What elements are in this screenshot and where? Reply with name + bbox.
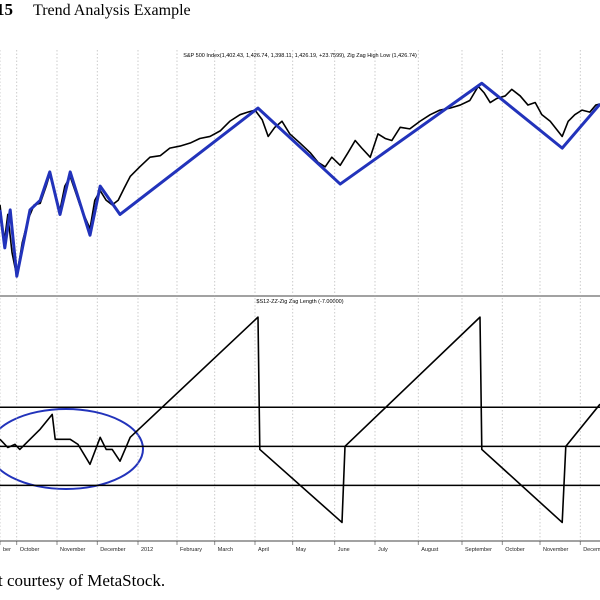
x-tick-label: September (465, 547, 492, 553)
x-tick-label: February (180, 547, 202, 553)
line-series (0, 81, 600, 278)
x-tick-label: 2012 (141, 547, 153, 553)
x-tick-label: October (505, 547, 525, 553)
x-tick-label: October (20, 547, 40, 553)
x-tick-label: May (296, 547, 307, 553)
x-tick-label: April (258, 547, 269, 553)
x-tick-label: December (100, 547, 126, 553)
x-tick-label: August (421, 547, 439, 553)
figure-title: Trend Analysis Example (33, 2, 191, 19)
x-tick-label: November (543, 547, 569, 553)
highlight-ellipse (0, 408, 144, 490)
x-tick-label: ber (3, 547, 11, 553)
figure-number: 15 (0, 0, 13, 19)
x-tick-label: July (378, 547, 388, 553)
x-tick-label: November (60, 547, 86, 553)
x-tick-label: June (338, 547, 350, 553)
caption: t courtesy of MetaStock. (0, 571, 165, 590)
line-series (0, 85, 600, 278)
chart-title: $S12-ZZ-Zig Zag Length (-7.00000) (256, 299, 343, 305)
x-tick-label: Decem (583, 547, 600, 553)
line-series (0, 316, 600, 524)
chart-title: S&P 500 Index(1,402.43, 1,426.74, 1,398.… (183, 53, 417, 59)
x-tick-label: March (218, 547, 233, 553)
